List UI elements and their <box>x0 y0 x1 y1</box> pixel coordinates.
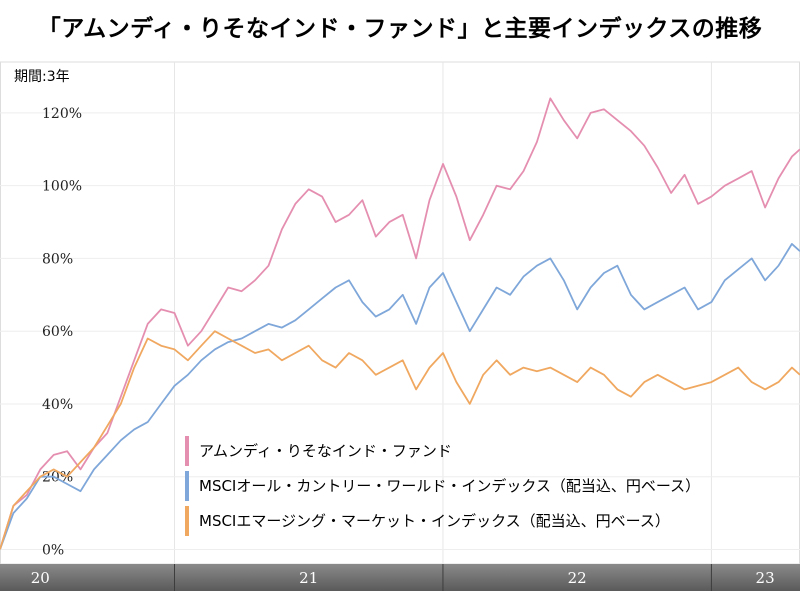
legend-label-india-fund: アムンディ・りそなインド・ファンド <box>199 442 452 460</box>
legend-item-india-fund: アムンディ・りそなインド・ファンド <box>185 436 795 466</box>
x-axis-band: 20 21 22 23 <box>0 564 800 591</box>
legend-item-acwi: MSCIオール・カントリー・ワールド・インデックス（配当込、円ベース） <box>185 471 795 501</box>
series-line-1 <box>0 243 800 550</box>
legend-swatch-acwi <box>185 471 189 501</box>
legend-item-emerging: MSCIエマージング・マーケット・インデックス（配当込、円ベース） <box>185 506 795 536</box>
y-tick-label: 80% <box>42 251 73 267</box>
legend-swatch-emerging <box>185 506 189 536</box>
x-axis-band-bg <box>0 564 800 591</box>
y-tick-label: 40% <box>42 397 73 413</box>
series-line-2 <box>0 330 800 550</box>
y-axis-ticks: 0% 20% 40% 60% 80% 100% 120% <box>42 106 82 559</box>
legend-label-acwi: MSCIオール・カントリー・ワールド・インデックス（配当込、円ベース） <box>199 477 701 495</box>
x-tick-label: 20 <box>31 569 50 587</box>
x-tick-label: 21 <box>299 569 318 587</box>
series-line-0 <box>0 97 800 550</box>
series-lines <box>0 97 800 550</box>
x-tick-label: 22 <box>568 569 587 587</box>
period-label: 期間:3年 <box>14 69 70 85</box>
y-tick-label: 20% <box>42 470 73 486</box>
legend: アムンディ・りそなインド・ファンド MSCIオール・カントリー・ワールド・インデ… <box>185 436 795 541</box>
legend-swatch-india-fund <box>185 436 189 466</box>
y-tick-label: 120% <box>42 106 82 122</box>
legend-label-emerging: MSCIエマージング・マーケット・インデックス（配当込、円ベース） <box>199 512 670 530</box>
y-tick-label: 100% <box>42 179 82 195</box>
chart-title: 「アムンディ・りそなインド・ファンド」と主要インデックスの推移 <box>37 16 763 42</box>
x-tick-label: 23 <box>756 569 775 587</box>
y-tick-label: 60% <box>42 324 73 340</box>
y-tick-label: 0% <box>42 542 64 558</box>
